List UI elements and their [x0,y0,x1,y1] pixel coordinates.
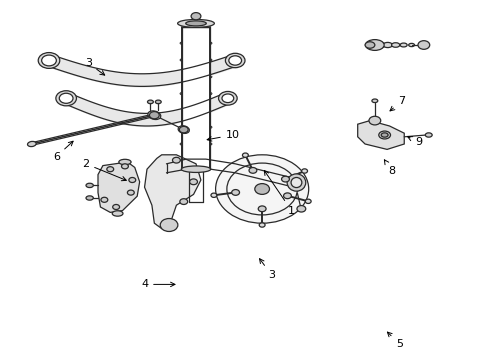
Ellipse shape [177,19,215,27]
Ellipse shape [232,190,240,195]
Text: 5: 5 [388,332,403,349]
Text: 3: 3 [260,259,275,280]
Circle shape [179,126,188,133]
Ellipse shape [211,193,217,197]
Polygon shape [98,162,140,212]
Circle shape [42,55,56,66]
Circle shape [160,219,178,231]
Ellipse shape [155,100,161,104]
Ellipse shape [119,159,131,165]
Circle shape [127,190,134,195]
Circle shape [113,204,120,210]
Ellipse shape [27,141,36,147]
Circle shape [149,112,159,119]
Circle shape [191,13,201,20]
Ellipse shape [147,100,153,104]
Ellipse shape [302,169,308,173]
Text: 4: 4 [141,279,175,289]
Ellipse shape [291,177,302,188]
Circle shape [229,56,242,65]
Ellipse shape [381,133,388,137]
Ellipse shape [38,53,60,68]
Ellipse shape [400,43,407,47]
Ellipse shape [425,133,432,137]
Circle shape [255,184,270,194]
Circle shape [107,167,114,172]
Text: 3: 3 [85,58,105,75]
Circle shape [180,199,188,204]
Ellipse shape [178,126,189,134]
Circle shape [418,41,430,49]
Circle shape [122,164,128,169]
Ellipse shape [86,183,93,188]
Text: 6: 6 [53,141,73,162]
Circle shape [369,116,381,125]
Ellipse shape [392,43,400,47]
Text: 2: 2 [82,159,126,181]
Ellipse shape [186,21,206,26]
Ellipse shape [305,199,311,203]
Circle shape [101,197,108,202]
Ellipse shape [181,166,211,172]
Polygon shape [182,27,210,169]
Ellipse shape [148,111,161,120]
Ellipse shape [225,53,245,68]
Ellipse shape [297,206,306,212]
Ellipse shape [150,113,159,118]
Ellipse shape [365,42,375,48]
Ellipse shape [366,40,384,50]
Polygon shape [145,155,201,229]
Polygon shape [358,121,404,149]
Ellipse shape [372,99,378,103]
Ellipse shape [243,153,248,157]
Text: 9: 9 [408,137,422,147]
Text: 7: 7 [390,96,405,111]
Ellipse shape [383,42,392,48]
Text: 10: 10 [207,130,240,141]
Ellipse shape [86,196,93,200]
Ellipse shape [282,176,290,182]
Circle shape [129,177,136,183]
Circle shape [172,157,180,163]
Ellipse shape [259,223,265,227]
Ellipse shape [284,193,292,199]
Ellipse shape [249,167,257,173]
Text: 8: 8 [384,160,395,176]
Ellipse shape [56,91,76,106]
Ellipse shape [379,131,391,139]
Ellipse shape [374,42,385,48]
Circle shape [216,155,309,223]
Ellipse shape [409,44,415,47]
Ellipse shape [287,174,306,191]
Ellipse shape [219,91,237,105]
Circle shape [222,94,234,103]
Circle shape [59,93,73,103]
Circle shape [190,179,197,185]
Text: 1: 1 [264,171,295,216]
Ellipse shape [258,206,266,212]
Ellipse shape [112,211,123,216]
